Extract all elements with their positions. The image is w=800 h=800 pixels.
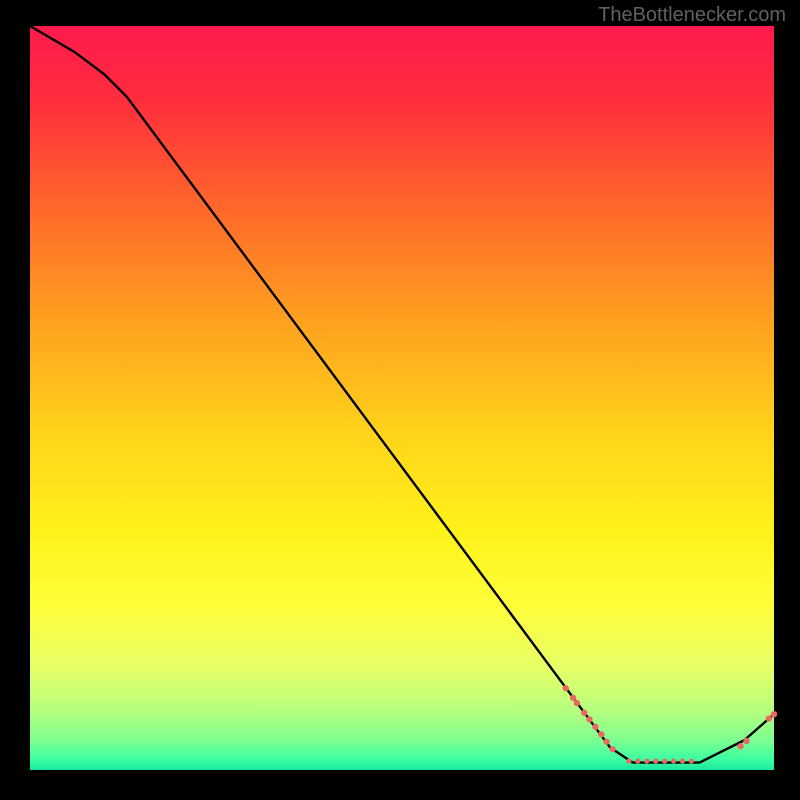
marker-dot [592,724,598,730]
marker-dot [603,739,609,745]
marker-dot [586,716,592,722]
marker-dot [653,758,658,763]
marker-dot [662,758,667,763]
marker-dot [771,711,777,717]
marker-dot [743,738,749,744]
watermark-text: TheBottlenecker.com [598,4,786,27]
marker-dot [635,758,640,763]
marker-dot [680,758,685,763]
marker-dot [562,685,568,691]
marker-dot [626,758,631,763]
chart-stage: TheBottlenecker.com [0,0,800,800]
marker-dot [766,715,772,721]
marker-dot [570,695,576,701]
plot-background [30,26,774,770]
marker-dot [609,746,615,752]
chart-svg [0,0,800,800]
marker-dot [671,758,676,763]
marker-dot [737,743,743,749]
marker-dot [581,710,587,716]
marker-dot [644,758,649,763]
marker-dot [574,700,580,706]
marker-dot [598,731,604,737]
marker-dot [689,758,694,763]
